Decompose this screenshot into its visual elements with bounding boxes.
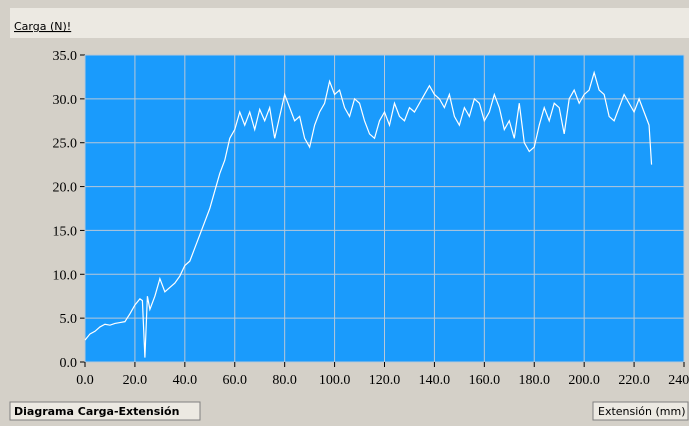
- x-tick-label: 200.0: [568, 373, 600, 388]
- x-tick-label: 220.0: [618, 373, 650, 388]
- y-tick-label: 20.0: [53, 181, 78, 196]
- x-label-box: [592, 401, 689, 421]
- x-axis-label: Extensión (mm): [598, 405, 686, 418]
- data-line: [84, 70, 653, 358]
- y-tick-label: 15.0: [53, 224, 78, 239]
- y-axis-label: Carga (N)!: [14, 20, 71, 33]
- x-tick-label: 120.0: [369, 373, 401, 388]
- y-tick-label: 25.0: [53, 137, 78, 152]
- caption-box: [9, 401, 201, 421]
- y-tick-label: 10.0: [53, 268, 78, 283]
- x-tick-label: 180.0: [519, 373, 551, 388]
- y-tick-label: 30.0: [53, 93, 78, 108]
- x-tick-label: 160.0: [469, 373, 501, 388]
- x-tick-label: 100.0: [319, 373, 351, 388]
- caption: Diagrama Carga-Extensión: [14, 405, 179, 418]
- x-tick-label: 0.0: [76, 373, 94, 388]
- x-tick-label: 140.0: [419, 373, 451, 388]
- x-tick-label: 80.0: [272, 373, 297, 388]
- x-tick-label: 240.0: [668, 373, 689, 388]
- x-tick-label: 60.0: [223, 373, 248, 388]
- x-tick-label: 40.0: [173, 373, 198, 388]
- header-strip: [10, 8, 689, 38]
- x-tick-label: 20.0: [123, 373, 148, 388]
- y-tick-label: 0.0: [60, 356, 78, 371]
- y-tick-label: 35.0: [53, 49, 78, 64]
- y-tick-label: 5.0: [60, 312, 78, 327]
